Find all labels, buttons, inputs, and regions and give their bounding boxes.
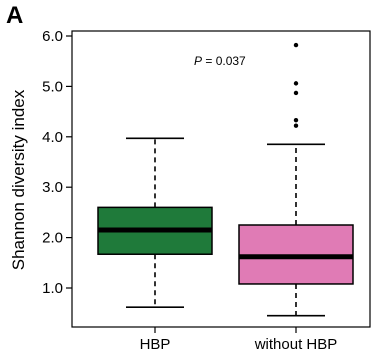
y-tick-label: 6.0 bbox=[42, 28, 63, 45]
outlier-point bbox=[293, 42, 299, 48]
outlier-point bbox=[293, 117, 299, 123]
x-tick-label: HBP bbox=[140, 336, 171, 353]
p-value-symbol: P bbox=[194, 54, 202, 68]
x-tick-label: without HBP bbox=[254, 336, 338, 353]
y-tick-label: 3.0 bbox=[42, 179, 63, 196]
y-tick-label: 4.0 bbox=[42, 129, 63, 146]
p-value-annotation: P = 0.037 bbox=[194, 54, 246, 68]
y-axis-title: Shannon diversity index bbox=[9, 89, 28, 270]
outlier-point bbox=[293, 90, 299, 96]
panel-label: A bbox=[6, 2, 24, 29]
outlier-point bbox=[293, 123, 299, 128]
outlier-point bbox=[293, 81, 299, 86]
y-tick-label: 2.0 bbox=[42, 230, 63, 247]
y-tick-label: 1.0 bbox=[42, 280, 63, 297]
plot-frame bbox=[71, 30, 371, 328]
y-tick-label: 5.0 bbox=[42, 78, 63, 95]
p-value-text: = 0.037 bbox=[202, 54, 246, 68]
